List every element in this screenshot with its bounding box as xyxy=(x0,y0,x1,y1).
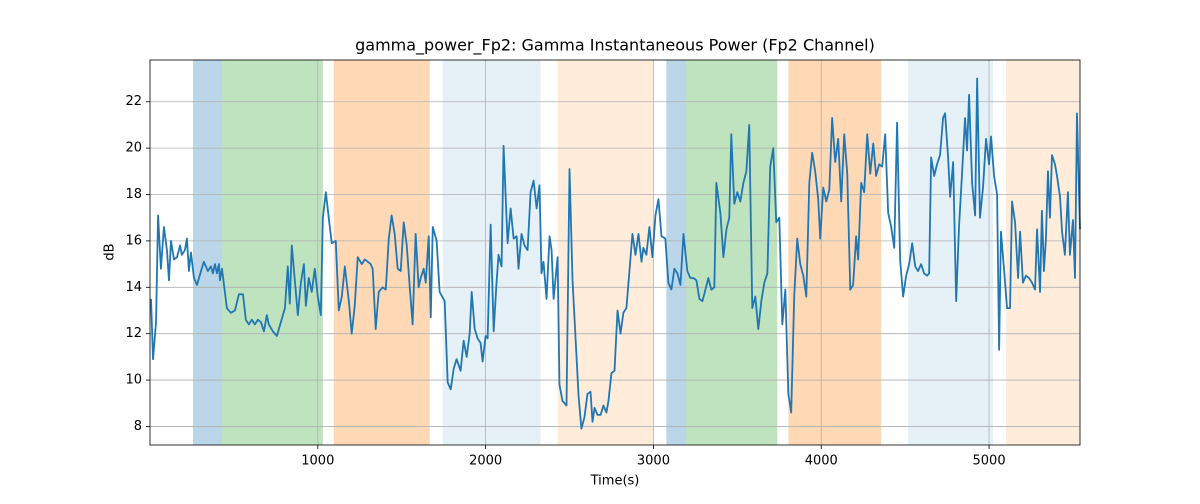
shaded-span xyxy=(333,60,430,445)
chart-title: gamma_power_Fp2: Gamma Instantaneous Pow… xyxy=(355,36,875,56)
y-tick-label: 14 xyxy=(125,280,142,295)
shaded-span xyxy=(192,60,222,445)
y-tick-label: 22 xyxy=(125,94,142,109)
x-tick-label: 1000 xyxy=(301,454,334,469)
shaded-span xyxy=(221,60,323,445)
y-tick-label: 18 xyxy=(125,187,142,202)
x-tick-label: 2000 xyxy=(469,454,502,469)
y-tick-label: 20 xyxy=(125,141,142,156)
data-line xyxy=(150,77,1081,430)
y-tick-label: 10 xyxy=(125,373,142,388)
x-tick-label: 4000 xyxy=(805,454,838,469)
shaded-span xyxy=(666,60,687,445)
y-tick-label: 12 xyxy=(125,326,142,341)
x-tick-label: 3000 xyxy=(637,454,670,469)
y-axis-label: dB xyxy=(103,243,118,260)
y-tick-label: 16 xyxy=(125,233,142,248)
shaded-span xyxy=(788,60,882,445)
shaded-span xyxy=(908,60,994,445)
x-axis-label: Time(s) xyxy=(590,474,640,489)
shaded-span xyxy=(557,60,654,445)
shaded-span xyxy=(686,60,778,445)
axes-frame xyxy=(149,59,1081,446)
y-tick-label: 8 xyxy=(134,419,142,434)
x-tick-label: 5000 xyxy=(973,454,1006,469)
